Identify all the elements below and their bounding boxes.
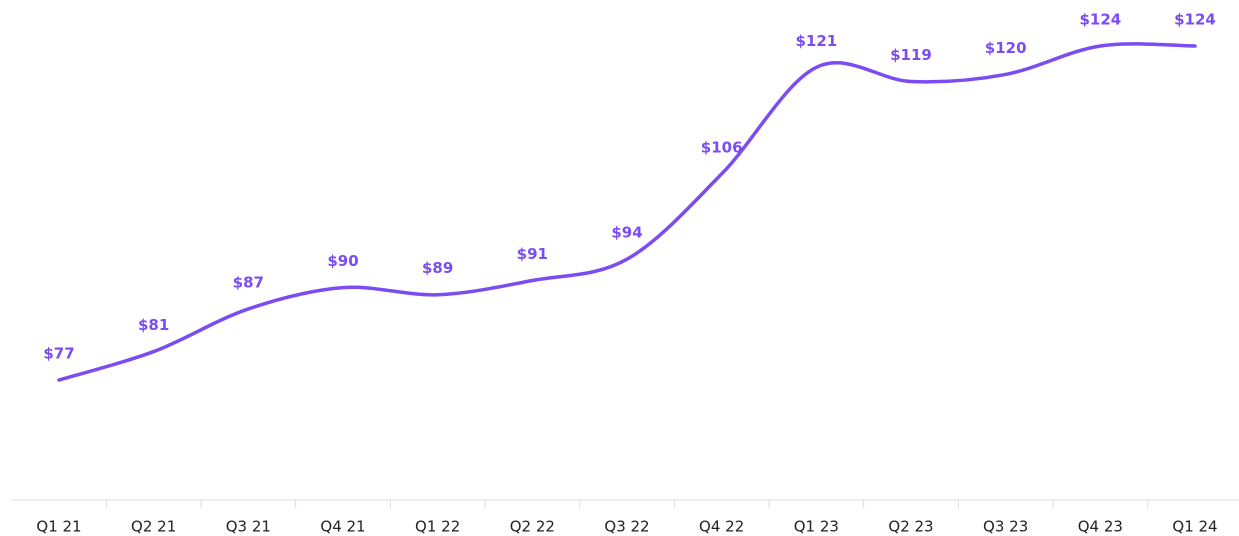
data-label: $91	[517, 245, 548, 263]
data-label: $121	[795, 32, 837, 50]
x-tick-label: Q4 22	[699, 518, 744, 536]
x-tick-label: Q1 23	[794, 518, 839, 536]
x-tick-label: Q4 23	[1078, 518, 1123, 536]
data-label: $120	[985, 39, 1027, 57]
data-label: $124	[1079, 11, 1121, 29]
data-label: $119	[890, 46, 932, 64]
x-tick-label: Q2 23	[888, 518, 933, 536]
x-tick-label: Q1 22	[415, 518, 460, 536]
data-label: $81	[138, 316, 169, 334]
data-label: $106	[701, 138, 743, 156]
x-tick-label: Q2 21	[131, 518, 176, 536]
x-tick-label: Q2 22	[510, 518, 555, 536]
x-tick-label: Q3 21	[226, 518, 271, 536]
data-label: $90	[327, 252, 358, 270]
line	[57, 42, 1197, 382]
data-label: $89	[422, 259, 453, 277]
data-label: $124	[1174, 11, 1216, 29]
x-tick-label: Q1 21	[36, 518, 81, 536]
data-label: $77	[43, 345, 74, 363]
data-label: $94	[611, 224, 642, 242]
x-tick-label: Q3 22	[604, 518, 649, 536]
x-tick-label: Q1 24	[1172, 518, 1217, 536]
x-tick-label: Q4 21	[320, 518, 365, 536]
data-label: $87	[233, 273, 264, 291]
x-tick-label: Q3 23	[983, 518, 1028, 536]
